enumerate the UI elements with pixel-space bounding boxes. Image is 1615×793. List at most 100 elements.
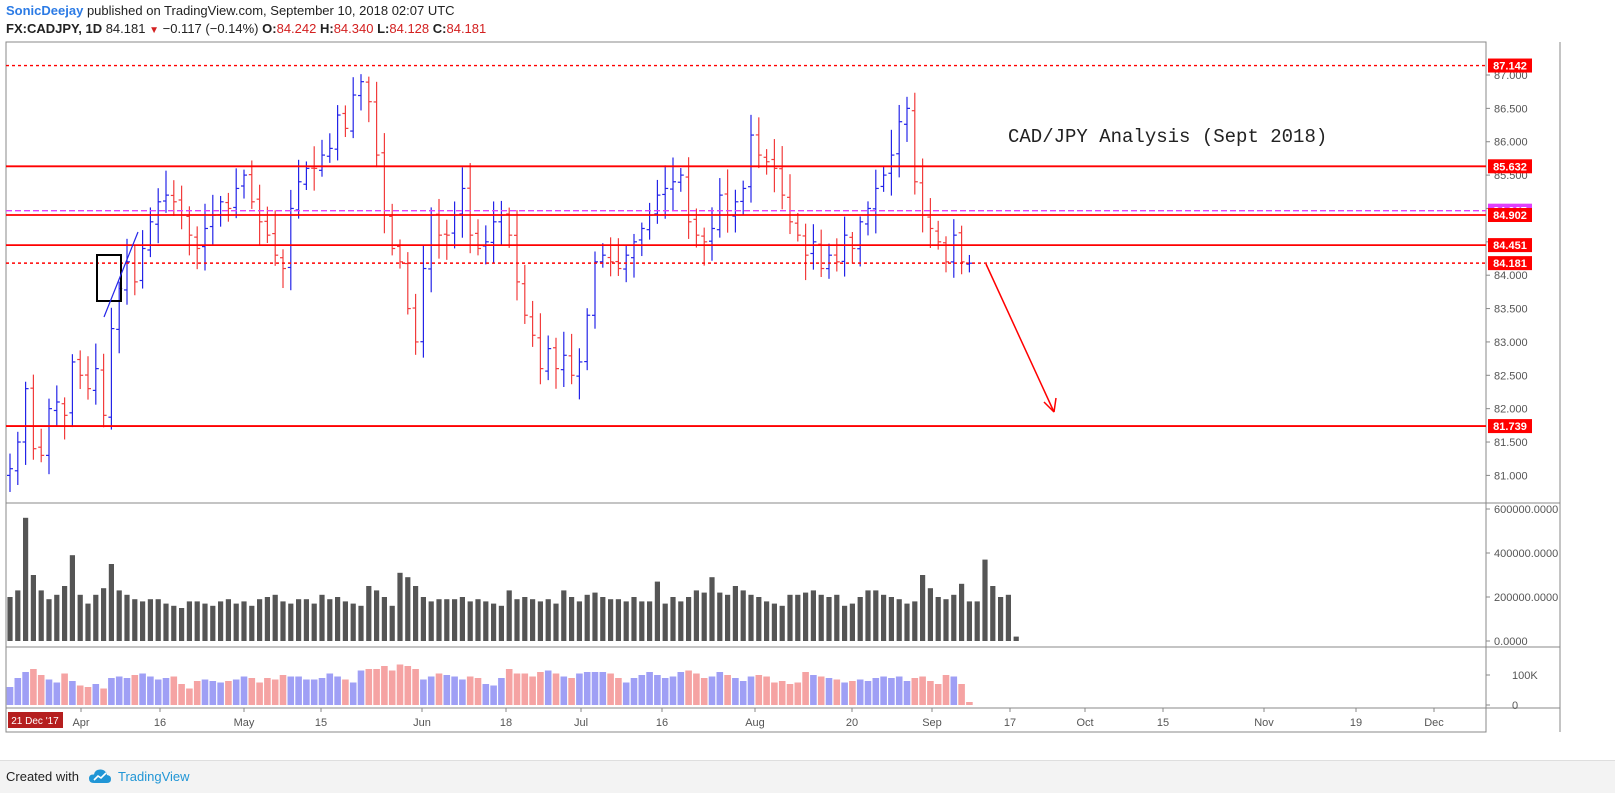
volume-bar [140,601,146,641]
time-tick-label: Apr [72,717,89,729]
osc-bar [271,679,279,705]
osc-bar [732,678,739,705]
volume-bar [397,572,403,641]
price-tick-label: 81.000 [1494,470,1528,482]
ohlc-bar [896,104,903,178]
volume-bar [124,594,130,641]
ohlc-bar [108,307,115,430]
osc-bar [14,678,22,705]
volume-bar [194,601,200,641]
tradingview-link[interactable]: TradingView [118,769,190,784]
ohlc-bar [326,133,333,163]
osc-bar [256,682,263,705]
ohlc-bar [7,453,13,492]
level-label-box [1488,58,1532,73]
volume-bar [101,588,107,641]
ohlc-bar [685,157,692,239]
osc-bar [708,676,716,705]
volume-bar [280,601,286,641]
ohlc-bar [451,201,458,249]
ohlc-bar [553,337,559,389]
start-date-badge [8,712,63,728]
time-tick-label: 16 [154,717,166,729]
level-label-box [1488,159,1532,174]
volume-bar [561,590,567,641]
publish-info: SonicDeejay published on TradingView.com… [6,3,455,18]
price-chart[interactable]: 87.00086.50086.00085.50085.00084.50084.0… [0,0,1615,760]
volume-bar [389,605,395,641]
time-tick-label: Oct [1076,717,1093,729]
price-tick-label: 82.000 [1494,404,1528,416]
volume-bar [210,605,216,641]
volume-bar [272,594,278,641]
volume-bar [38,590,44,641]
ohlc-bar [170,180,177,216]
level-label-box [1488,256,1532,271]
ohlc-bar [911,92,918,195]
volume-bar [77,594,83,641]
volume-bar [974,601,980,641]
osc-bar [287,676,295,705]
ohlc-bar [709,207,715,261]
ohlc-bar [225,192,232,222]
volume-tick-label: 400000.0000 [1494,548,1558,560]
osc-bar [638,675,646,705]
osc-bar [435,673,443,705]
volume-bar [810,590,816,641]
time-tick-label: Jun [413,717,431,729]
time-tick-label: Sep [922,717,942,729]
ohlc-bar [615,238,622,276]
volume-bar [873,590,879,641]
volume-bar [927,588,933,641]
ohlc-bar [404,252,411,315]
volume-bar [475,599,481,641]
osc-bar [115,676,123,705]
osc-bar [583,672,591,705]
ohlc-bar [420,245,427,358]
volume-bar [771,603,777,641]
osc-bar [622,682,630,705]
close-value: 84.181 [446,21,487,36]
price-tick-label: 82.500 [1494,370,1528,382]
volume-bar [350,603,356,641]
ohlc-bar [350,77,357,139]
ohlc-bar [701,227,708,266]
volume-bar [366,586,372,641]
symbol-name[interactable]: FX:CADJPY, 1D [6,21,103,36]
osc-bar [381,666,388,705]
volume-bar [701,592,707,641]
osc-bar [919,676,926,705]
volume-bar [935,597,941,641]
ohlc-bar [545,335,552,381]
forecast-arrow-head [1043,397,1057,413]
ohlc-bar [467,163,474,254]
volume-bar [171,605,177,641]
osc-bar [849,681,856,705]
osc-bar [427,676,435,705]
time-tick-label: 18 [500,717,512,729]
osc-bar [537,672,544,705]
ohlc-bar [872,169,879,234]
ohlc-bar [186,206,193,256]
osc-bar [950,676,958,705]
osc-bar [459,679,466,705]
osc-tick-label: 100K [1512,670,1538,682]
volume-bar [116,590,122,641]
volume-bar [288,603,294,641]
author-link[interactable]: SonicDeejay [6,3,84,18]
volume-bar [639,601,645,641]
open-value: 84.242 [276,21,317,36]
high-label: H: [319,21,334,36]
volume-bar [467,601,473,641]
ohlc-bar [342,105,349,138]
time-tick-label: 15 [1157,717,1169,729]
ohlc-bar [131,245,138,296]
osc-bar [342,679,349,705]
volume-bar [54,594,60,641]
volume-bar [670,597,676,641]
volume-bar [179,608,185,641]
volume-bar [834,594,840,641]
ohlc-bar [202,203,208,271]
volume-bar [491,603,497,641]
osc-bar [490,685,497,705]
